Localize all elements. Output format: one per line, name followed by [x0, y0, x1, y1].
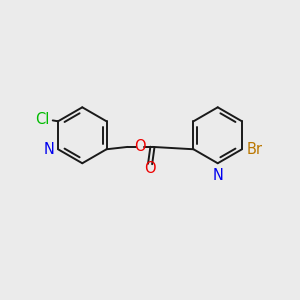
Text: Br: Br: [246, 142, 262, 157]
Text: O: O: [134, 139, 146, 154]
Text: N: N: [212, 168, 223, 183]
Text: Cl: Cl: [35, 112, 49, 127]
Text: N: N: [44, 142, 55, 157]
Text: O: O: [144, 160, 156, 175]
